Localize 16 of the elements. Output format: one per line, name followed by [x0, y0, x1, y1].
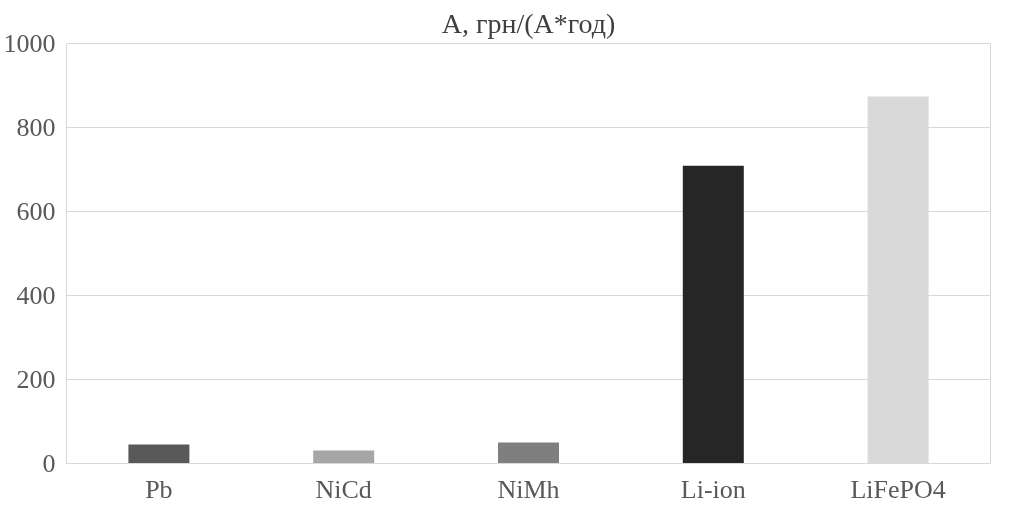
y-tick-label: 1000 — [3, 29, 56, 58]
y-tick-label: 200 — [16, 365, 56, 394]
bar — [682, 165, 744, 464]
x-tick-label: Pb — [145, 474, 173, 504]
chart-title: А, грн/(А*год) — [441, 7, 616, 39]
y-tick-label: 0 — [42, 449, 56, 478]
x-tick-label: NiMh — [497, 474, 560, 504]
y-tick-label: 600 — [16, 197, 56, 226]
x-tick-label: NiCd — [315, 474, 372, 504]
x-tick-label: Li-ion — [680, 474, 746, 504]
y-tick-label: 400 — [16, 281, 56, 310]
y-tick-label: 800 — [16, 113, 56, 142]
x-tick-label: LiFePO4 — [850, 474, 946, 504]
bar — [498, 442, 559, 464]
bar — [128, 444, 190, 464]
bar — [313, 450, 375, 464]
